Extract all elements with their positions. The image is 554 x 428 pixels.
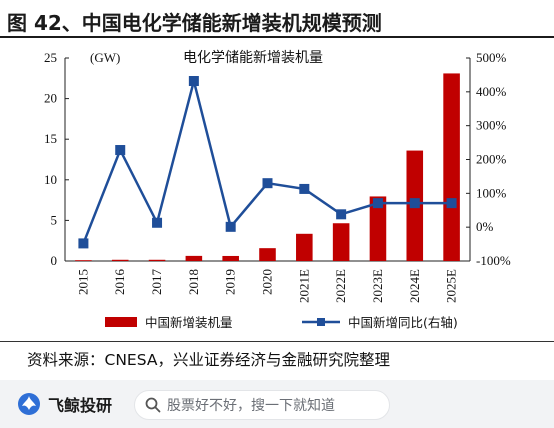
whale-logo-icon — [18, 393, 40, 415]
line-point — [336, 209, 347, 220]
search-placeholder: 股票好不好，搜一下就知道 — [167, 398, 335, 414]
bar — [443, 73, 460, 261]
y-left-tick-label: 5 — [51, 212, 58, 227]
bar — [185, 255, 203, 261]
legend-line-label: 中国新增同比(右轴) — [348, 315, 458, 330]
line-point — [446, 198, 457, 209]
y-right-tick-label: 100% — [476, 185, 507, 200]
line-point — [152, 217, 163, 228]
y-right-tick-label: 200% — [476, 152, 507, 167]
legend-line-marker — [317, 318, 325, 326]
y-left-tick-label: 10 — [44, 172, 57, 187]
line-point — [262, 178, 273, 189]
line-point — [225, 221, 236, 232]
legend-bar-label: 中国新增装机量 — [145, 315, 233, 330]
bar — [222, 255, 239, 261]
y-left-tick-label: 20 — [44, 91, 57, 106]
x-tick-label: 2024E — [407, 269, 422, 303]
source-note: 资料来源：CNESA，兴业证券经济与金融研究院整理 — [27, 351, 390, 369]
bar — [75, 260, 92, 261]
line-point — [372, 198, 383, 209]
x-tick-label: 2022E — [333, 269, 348, 303]
line-point — [299, 183, 310, 194]
brand-name: 飞鲸投研 — [48, 396, 113, 415]
line-point — [78, 238, 89, 249]
bar — [369, 196, 387, 261]
bar — [259, 248, 276, 261]
y-right-tick-label: 500% — [476, 50, 507, 65]
y-left-tick-label: 0 — [51, 253, 58, 268]
x-tick-label: 2020 — [260, 269, 275, 295]
search-icon — [145, 397, 161, 413]
y-right-tick-label: 300% — [476, 118, 507, 133]
line-point — [188, 76, 199, 87]
bar — [111, 259, 129, 261]
y-right-tick-label: -100% — [476, 253, 511, 268]
figure-title: 图 42、中国电化学储能新增装机规模预测 — [0, 0, 554, 38]
x-tick-label: 2018 — [186, 269, 201, 295]
chart-title: 电化学储能新增装机量 — [183, 50, 323, 66]
bar — [148, 259, 166, 261]
line-point — [115, 145, 126, 156]
chart: 电化学储能新增装机量 (GW) 0 5 10 15 20 25 -100% 0% 100% 200… — [44, 50, 511, 330]
x-tick-label: 2016 — [112, 269, 127, 296]
x-tick-label: 2021E — [296, 269, 311, 303]
bar — [296, 233, 313, 261]
line-point — [409, 198, 420, 209]
bar — [332, 223, 350, 261]
x-tick-label: 2023E — [370, 269, 385, 303]
x-tick-label: 2019 — [223, 269, 238, 295]
y-left-tick-label: 15 — [44, 131, 57, 146]
y-right-tick-label: 400% — [476, 84, 507, 99]
y-right-tick-label: 0% — [476, 219, 494, 234]
source-divider — [0, 341, 554, 342]
line-series — [82, 80, 452, 244]
brand[interactable]: 飞鲸投研 — [16, 392, 112, 416]
x-tick-label: 2017 — [149, 269, 164, 296]
legend-bar-swatch — [105, 317, 137, 327]
search-box[interactable]: 股票好不好，搜一下就知道 — [134, 390, 390, 420]
y-left-tick-label: 25 — [44, 50, 57, 65]
y-axis-unit: (GW) — [90, 50, 120, 65]
x-tick-label: 2025E — [444, 269, 459, 303]
footer-bar: 飞鲸投研 股票好不好，搜一下就知道 — [0, 380, 554, 428]
x-tick-label: 2015 — [75, 269, 90, 295]
